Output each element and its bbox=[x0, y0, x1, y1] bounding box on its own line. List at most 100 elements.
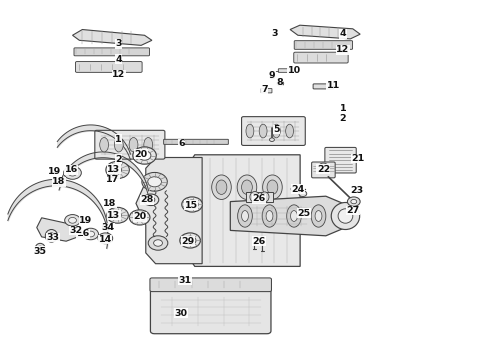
Ellipse shape bbox=[115, 138, 123, 152]
Text: 34: 34 bbox=[101, 223, 114, 232]
Text: 31: 31 bbox=[179, 276, 192, 284]
Ellipse shape bbox=[331, 202, 360, 230]
Ellipse shape bbox=[45, 230, 58, 242]
Ellipse shape bbox=[102, 235, 109, 241]
Ellipse shape bbox=[291, 187, 297, 191]
Ellipse shape bbox=[336, 205, 350, 227]
Text: 3: 3 bbox=[115, 40, 122, 49]
Ellipse shape bbox=[129, 210, 150, 225]
Ellipse shape bbox=[270, 75, 275, 79]
FancyBboxPatch shape bbox=[75, 62, 142, 72]
Text: 26: 26 bbox=[252, 237, 266, 246]
Ellipse shape bbox=[315, 211, 322, 221]
Ellipse shape bbox=[277, 81, 284, 86]
Text: 28: 28 bbox=[140, 195, 154, 204]
Text: 3: 3 bbox=[271, 29, 278, 38]
Ellipse shape bbox=[98, 233, 113, 244]
Ellipse shape bbox=[338, 209, 353, 223]
Polygon shape bbox=[190, 155, 300, 266]
Text: 26: 26 bbox=[252, 194, 266, 203]
Text: 29: 29 bbox=[181, 237, 195, 246]
Text: 10: 10 bbox=[288, 66, 300, 75]
FancyBboxPatch shape bbox=[164, 139, 228, 144]
Ellipse shape bbox=[100, 138, 109, 152]
Ellipse shape bbox=[319, 163, 328, 170]
Text: 20: 20 bbox=[135, 150, 147, 158]
Text: 11: 11 bbox=[326, 81, 340, 90]
Ellipse shape bbox=[69, 217, 76, 223]
Ellipse shape bbox=[148, 177, 162, 187]
FancyBboxPatch shape bbox=[150, 289, 271, 334]
Text: 20: 20 bbox=[133, 212, 146, 221]
FancyBboxPatch shape bbox=[313, 84, 334, 89]
Text: 8: 8 bbox=[276, 78, 283, 87]
Text: 24: 24 bbox=[291, 184, 305, 194]
Text: 18: 18 bbox=[103, 199, 117, 208]
Polygon shape bbox=[290, 25, 360, 39]
Text: 6: 6 bbox=[178, 139, 185, 148]
Ellipse shape bbox=[68, 170, 77, 176]
Text: 1: 1 bbox=[115, 135, 122, 144]
Ellipse shape bbox=[49, 233, 54, 239]
Text: 7: 7 bbox=[261, 85, 268, 94]
Ellipse shape bbox=[250, 192, 260, 202]
Text: 22: 22 bbox=[317, 165, 330, 174]
Text: 12: 12 bbox=[112, 71, 125, 79]
Ellipse shape bbox=[38, 246, 43, 251]
Polygon shape bbox=[73, 30, 152, 45]
Ellipse shape bbox=[242, 180, 252, 194]
Ellipse shape bbox=[263, 175, 282, 199]
Ellipse shape bbox=[270, 138, 274, 141]
Text: 12: 12 bbox=[336, 45, 350, 54]
Ellipse shape bbox=[35, 243, 45, 253]
FancyBboxPatch shape bbox=[312, 162, 335, 178]
Text: 2: 2 bbox=[115, 154, 122, 163]
Ellipse shape bbox=[102, 224, 111, 230]
Ellipse shape bbox=[133, 147, 156, 164]
Polygon shape bbox=[230, 196, 343, 236]
Ellipse shape bbox=[186, 200, 198, 209]
Ellipse shape bbox=[180, 233, 200, 248]
Ellipse shape bbox=[114, 167, 122, 173]
Ellipse shape bbox=[65, 215, 80, 226]
FancyBboxPatch shape bbox=[74, 48, 149, 56]
Ellipse shape bbox=[237, 175, 257, 199]
Ellipse shape bbox=[148, 236, 168, 250]
Ellipse shape bbox=[114, 212, 122, 218]
Ellipse shape bbox=[138, 151, 151, 160]
Text: 33: 33 bbox=[47, 233, 59, 242]
Text: 16: 16 bbox=[64, 165, 78, 174]
Text: 1: 1 bbox=[340, 104, 346, 112]
Polygon shape bbox=[246, 192, 273, 202]
Text: 19: 19 bbox=[48, 167, 62, 176]
Ellipse shape bbox=[259, 124, 267, 138]
FancyBboxPatch shape bbox=[278, 69, 290, 72]
FancyBboxPatch shape bbox=[242, 117, 305, 145]
Ellipse shape bbox=[134, 213, 145, 221]
Text: 4: 4 bbox=[115, 55, 122, 63]
Ellipse shape bbox=[142, 172, 168, 191]
Text: 5: 5 bbox=[273, 125, 280, 134]
Text: 13: 13 bbox=[107, 165, 120, 174]
Ellipse shape bbox=[184, 236, 196, 245]
Text: 2: 2 bbox=[340, 113, 346, 122]
Ellipse shape bbox=[147, 197, 155, 203]
Ellipse shape bbox=[242, 211, 248, 221]
Ellipse shape bbox=[238, 205, 252, 227]
Ellipse shape bbox=[272, 124, 280, 138]
Ellipse shape bbox=[299, 191, 307, 197]
Text: 4: 4 bbox=[340, 29, 346, 38]
Ellipse shape bbox=[212, 175, 231, 199]
Ellipse shape bbox=[246, 124, 254, 138]
FancyBboxPatch shape bbox=[261, 89, 272, 93]
Ellipse shape bbox=[83, 228, 98, 240]
Text: 9: 9 bbox=[269, 71, 275, 80]
Ellipse shape bbox=[129, 138, 138, 152]
Ellipse shape bbox=[64, 166, 81, 179]
Text: 32: 32 bbox=[70, 226, 82, 235]
Ellipse shape bbox=[340, 211, 346, 221]
Ellipse shape bbox=[182, 197, 202, 212]
Ellipse shape bbox=[143, 194, 159, 206]
Polygon shape bbox=[37, 218, 81, 241]
Text: 15: 15 bbox=[185, 201, 197, 210]
